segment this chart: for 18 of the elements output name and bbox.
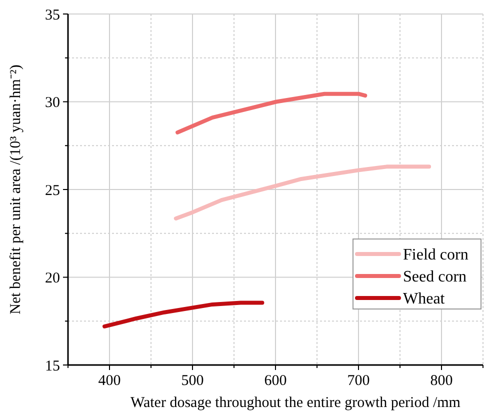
legend-label: Seed corn [403, 268, 467, 286]
legend-label: Field corn [403, 246, 468, 264]
x-tick-label: 800 [430, 373, 453, 389]
line-series [102, 300, 264, 328]
x-tick-label: 400 [98, 373, 121, 389]
x-tick-label: 600 [264, 373, 287, 389]
x-axis-title: Water dosage throughout the entire growth period /mm [130, 395, 461, 411]
y-axis-title: Net benefit per unit area /(10³ yuan·hm⁻²) [8, 64, 24, 314]
x-tick-label: 500 [181, 373, 204, 389]
y-tick-label: 35 [45, 7, 60, 24]
x-tick-label: 700 [347, 373, 370, 389]
y-tick-label: 20 [45, 270, 60, 286]
y-tick-label: 30 [45, 95, 60, 111]
y-tick-label: 15 [45, 358, 60, 374]
line-series [176, 92, 368, 134]
y-tick-label: 25 [45, 182, 60, 199]
line-series [174, 164, 432, 220]
legend-label: Wheat [403, 290, 446, 308]
